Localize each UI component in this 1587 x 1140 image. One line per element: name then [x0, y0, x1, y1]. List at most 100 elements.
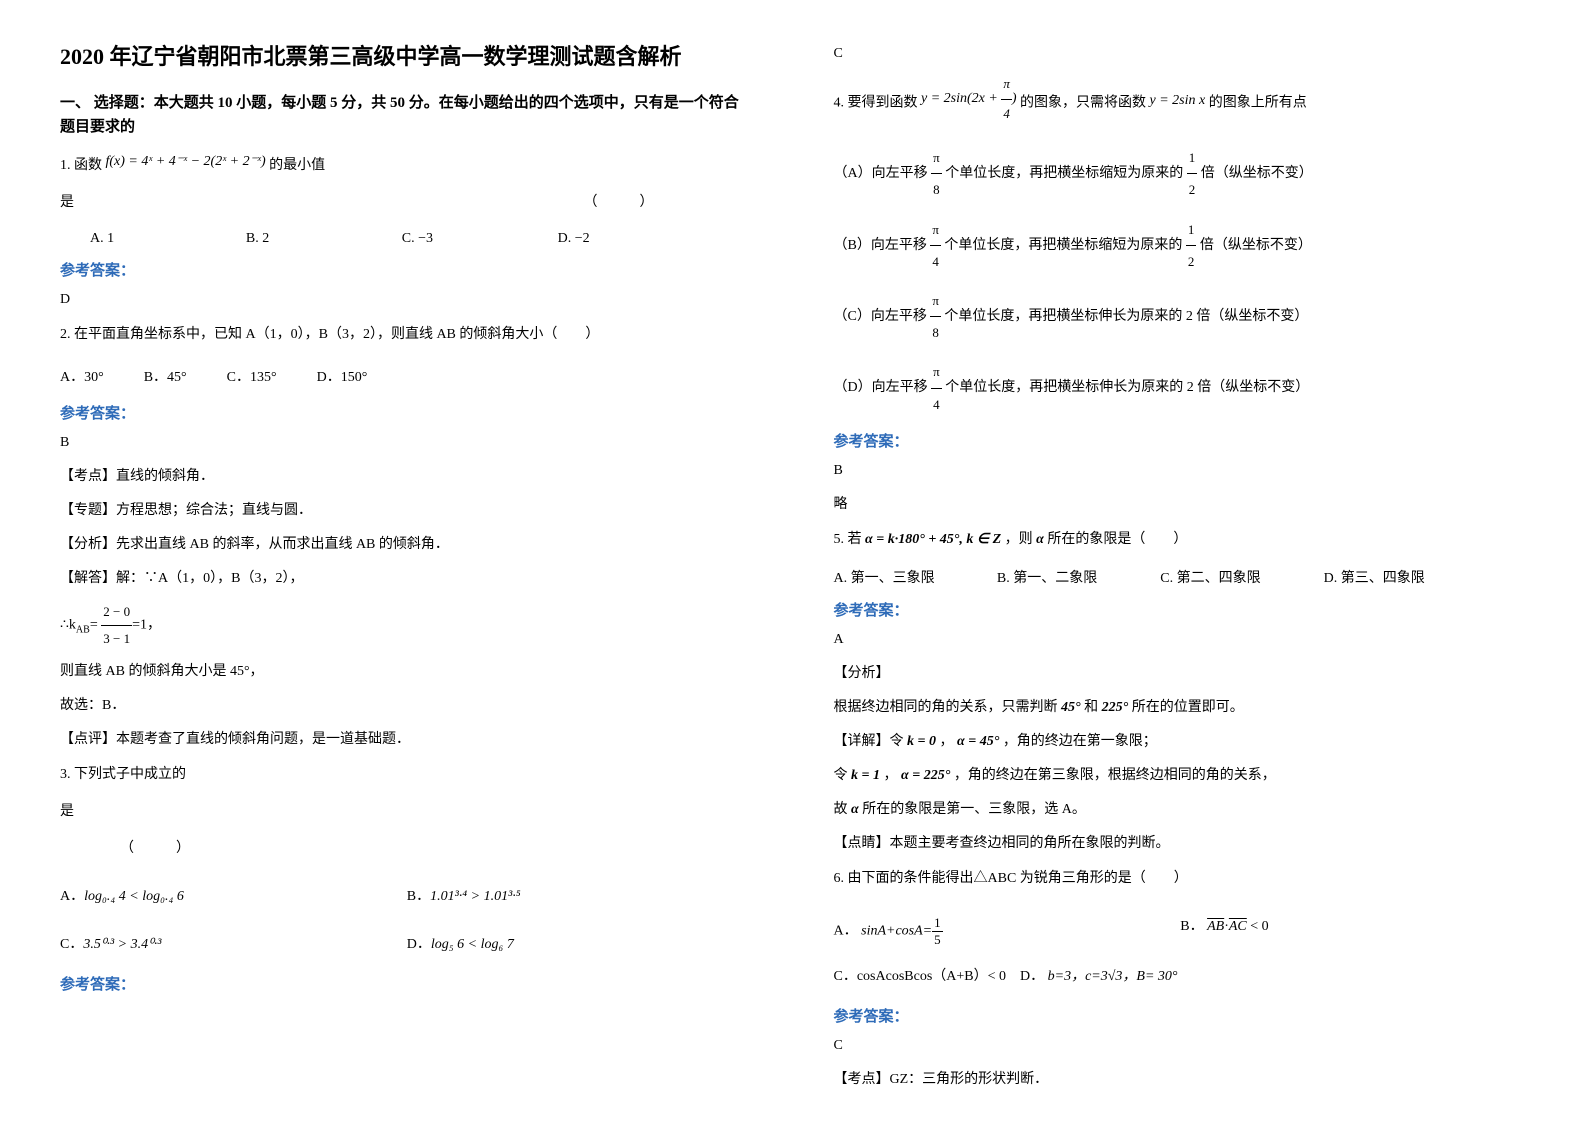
q6-optB: B． AB·AC < 0	[1180, 915, 1527, 948]
q3-stem: 3. 下列式子中成立的	[60, 760, 754, 791]
q2-optC: C．135°	[227, 366, 277, 386]
five: 5	[932, 932, 943, 948]
q2-exp-l5-eq: =	[90, 618, 98, 633]
q5-exp-l4-pre: 令	[834, 768, 852, 783]
q1-formula: f(x) = 4ˣ + 4⁻ˣ − 2(2ˣ + 2⁻ˣ)	[106, 154, 266, 169]
section-1-header: 一、 选择题：本大题共 10 小题，每小题 5 分，共 50 分。在每小题给出的…	[60, 91, 754, 139]
q2-optA: A．30°	[60, 366, 104, 386]
q5-exp-l2-tail: 所在的位置即可。	[1132, 700, 1244, 715]
one: 1	[932, 915, 943, 932]
q5-exp-l3: 【详解】令 k = 0 ， α = 45° ，角的终边在第一象限；	[834, 728, 1528, 756]
q5-answer: A	[834, 626, 1528, 654]
q6-optD-math: b=3，c=3√3，B= 30°	[1048, 969, 1178, 984]
q4-optB-frac: π4	[930, 214, 941, 277]
q3-optC-math: 3.5⁰·³ > 3.4⁰·³	[83, 937, 161, 952]
q4-formula-y2: y = 2sin x	[1150, 93, 1206, 108]
q3-optA-math: log₀.₄ 4 < log₀.₄ 6	[84, 889, 184, 904]
q4-optA-frac: π8	[931, 142, 942, 205]
q5-stem-tail: 所在的象限是（ ）	[1047, 532, 1187, 547]
q1-answer-label: 参考答案：	[60, 259, 754, 280]
q2-stem: 2. 在平面直角坐标系中，已知 A（1，0），B（3，2），则直线 AB 的倾斜…	[60, 320, 754, 351]
q2-optB: B．45°	[144, 366, 187, 386]
q1-optB: B. 2	[246, 231, 402, 247]
q6-stem: 6. 由下面的条件能得出△ABC 为锐角三角形的是（ ）	[834, 864, 1528, 895]
q4-stem-mid: 的图象，只需将函数	[1020, 95, 1150, 110]
q5-exp-l6: 【点睛】本题主要考查终边相同的角所在象限的判断。	[834, 830, 1528, 858]
q6-explain: 【考点】GZ：三角形的形状判断．	[834, 1066, 1528, 1094]
q3-optA: A．log₀.₄ 4 < log₀.₄ 6	[60, 885, 407, 905]
four-den: 4	[1001, 100, 1012, 129]
q6-optA-frac: 15	[932, 915, 943, 948]
q6-optD-pre: D．	[1020, 969, 1044, 984]
q3-optB-pre: B．	[407, 889, 430, 904]
one: 1	[1186, 214, 1197, 246]
slope-num: 2 − 0	[101, 599, 132, 626]
q2-exp-l6: 则直线 AB 的倾斜角大小是 45°，	[60, 658, 754, 686]
q5-exp-l3-tail: ，角的终边在第一象限；	[1003, 734, 1157, 749]
q5-exp-l2: 根据终边相同的角的关系，只需判断 45° 和 225° 所在的位置即可。	[834, 694, 1528, 722]
q2-exp-l7: 故选：B．	[60, 692, 754, 720]
q5-exp-l5-tail: 所在的象限是第一、三象限，选 A。	[862, 802, 1086, 817]
q4-optB-pre: （B）向左平移	[834, 237, 931, 252]
q5-exp-l5: 故 α 所在的象限是第一、三象限，选 A。	[834, 796, 1528, 824]
right-column: C 4. 要得到函数 y = 2sin(2x + π4) 的图象，只需将函数 y…	[834, 40, 1528, 1100]
q4-optD: （D）向左平移 π4 个单位长度，再把横坐标伸长为原来的 2 倍（纵坐标不变）	[834, 356, 1528, 419]
q3-answer: C	[834, 40, 1528, 68]
q5-exp-l4: 令 k = 1 ， α = 225° ，角的终边在第三象限，根据终边相同的角的关…	[834, 762, 1528, 790]
q2-options: A．30° B．45° C．135° D．150°	[60, 366, 754, 386]
q3-answer-label: 参考答案：	[60, 973, 754, 994]
q1-stem-tail: 的最小值	[269, 158, 325, 173]
q6-optC: C．cosAcosBcos（A+B）< 0	[834, 969, 1007, 984]
q4-optB-frac2: 12	[1186, 214, 1197, 277]
q6-answer: C	[834, 1032, 1528, 1060]
q6-optA-math: sinA+cosA=	[861, 924, 932, 939]
q4-formula-y-tail: )	[1012, 91, 1017, 106]
q1-line2: 是	[60, 188, 584, 219]
doc-title: 2020 年辽宁省朝阳市北票第三高级中学高一数学理测试题含解析	[60, 40, 754, 73]
q5-exp-l3-pre: 【详解】令	[834, 734, 908, 749]
q4-formula-y: y = 2sin(2x + π4)	[921, 91, 1020, 106]
q4-optD-frac: π4	[931, 356, 942, 419]
q4-stem-tail: 的图象上所有点	[1209, 95, 1307, 110]
q4-optA-tail: 倍（纵坐标不变）	[1201, 166, 1313, 181]
q5-exp-l4-mid: ，	[883, 768, 897, 783]
q5-exp-l3-mid: ，	[939, 734, 953, 749]
q5-optB: B. 第一、二象限	[997, 567, 1160, 587]
slope-den: 3 − 1	[101, 626, 132, 652]
q5-exp-l3-k0: k = 0	[907, 734, 936, 749]
q4-answer-label: 参考答案：	[834, 430, 1528, 451]
q5-optC: C. 第二、四象限	[1160, 567, 1323, 587]
q2-exp-l5: ∴kAB= 2 − 0 3 − 1 =1，	[60, 599, 754, 652]
q4-stem-pre: 4. 要得到函数	[834, 95, 918, 110]
q4-optC-pre: （C）向左平移	[834, 309, 931, 324]
q6-row-CD: C．cosAcosBcos（A+B）< 0 D． b=3，c=3√3，B= 30…	[834, 962, 1528, 993]
q5-exp-l2-mid: 和	[1084, 700, 1102, 715]
q4-optB: （B）向左平移 π4 个单位长度，再把横坐标缩短为原来的 12 倍（纵坐标不变）	[834, 214, 1528, 277]
q5-stem-pre: 5. 若	[834, 532, 866, 547]
q2-exp-l5-frac: 2 − 0 3 − 1	[101, 599, 132, 652]
q4-optC-frac: π8	[930, 285, 941, 348]
q3-row-AB: A．log₀.₄ 4 < log₀.₄ 6 B．1.01³·⁴ > 1.01³·…	[60, 885, 754, 905]
q5-exp-l5-alpha: α	[851, 802, 859, 817]
q1-stem-pre: 1. 函数	[60, 158, 102, 173]
q4-optD-pre: （D）向左平移	[834, 380, 932, 395]
q5-exp-l2-v2: 225°	[1102, 700, 1129, 715]
q4-formula-y-pre: y = 2sin(2x +	[921, 91, 1001, 106]
q5-formula: α = k·180° + 45°, k ∈ Z	[865, 532, 1001, 547]
left-column: 2020 年辽宁省朝阳市北票第三高级中学高一数学理测试题含解析 一、 选择题：本…	[60, 40, 754, 1100]
q2-exp-l2: 【专题】方程思想；综合法；直线与圆．	[60, 497, 754, 525]
q2-optD: D．150°	[317, 366, 368, 386]
q4-optA-pre: （A）向左平移	[834, 166, 932, 181]
q4-optB-mid: 个单位长度，再把横坐标缩短为原来的	[944, 237, 1186, 252]
q3-optC-pre: C．	[60, 937, 83, 952]
two: 2	[1187, 174, 1198, 205]
four: 4	[930, 246, 941, 277]
q1-optD: D. −2	[558, 231, 714, 247]
pi: π	[930, 214, 941, 246]
q1-stem: 1. 函数 f(x) = 4ˣ + 4⁻ˣ − 2(2ˣ + 2⁻ˣ) 的最小值	[60, 151, 754, 182]
eight: 8	[930, 317, 941, 348]
q1-optA: A. 1	[90, 231, 246, 247]
q1-blank: （ ）	[584, 188, 754, 219]
q3-optB-math: 1.01³·⁴ > 1.01³·⁵	[430, 889, 521, 904]
q6-row-AB: A． sinA+cosA=15 B． AB·AC < 0	[834, 915, 1528, 948]
